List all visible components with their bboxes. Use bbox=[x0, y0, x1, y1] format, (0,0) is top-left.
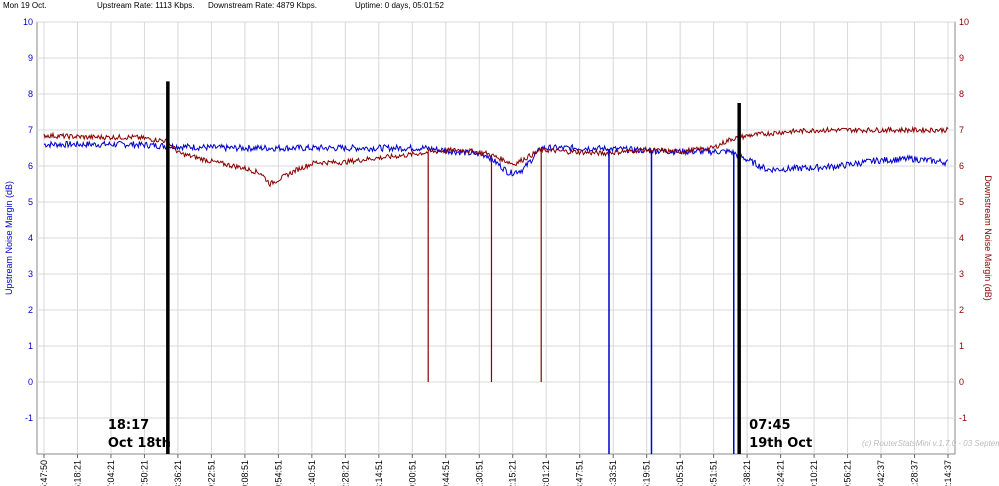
y-tick-right: 1 bbox=[959, 341, 964, 351]
annotation-date: Oct 18th bbox=[108, 436, 171, 451]
y-tick-right: 9 bbox=[959, 53, 964, 63]
y-tick-left: 1 bbox=[28, 341, 33, 351]
status-upstream-rate: Upstream Rate: 1113 Kbps. bbox=[97, 1, 195, 10]
y-tick-left: 6 bbox=[28, 161, 33, 171]
downstream-line bbox=[43, 125, 949, 188]
x-tick-label: 20:54:51 bbox=[273, 460, 283, 486]
y-tick-right: 2 bbox=[959, 305, 964, 315]
x-tick-label: 02:15:21 bbox=[508, 460, 518, 486]
y-tick-left: 8 bbox=[28, 89, 33, 99]
x-tick-label: 09:56:21 bbox=[843, 460, 853, 486]
y-tick-right: 10 bbox=[959, 17, 969, 27]
x-axis-ticks: 15:47:50 16:18:21 17:04:21 17:50:21 18:36:21… bbox=[39, 454, 953, 486]
x-tick-label: 11:28:37 bbox=[910, 460, 920, 486]
y-tick-right: -1 bbox=[959, 413, 967, 423]
annotation-markers: 18:17 Oct 18th 07:45 19th Oct bbox=[108, 81, 812, 454]
x-tick-label: 22:28:21 bbox=[340, 460, 350, 486]
y-tick-right: 8 bbox=[959, 89, 964, 99]
status-bar: Mon 19 Oct. Upstream Rate: 1113 Kbps. Do… bbox=[0, 0, 999, 12]
annotation-time: 18:17 bbox=[108, 418, 149, 433]
x-tick-label: 03:47:51 bbox=[575, 460, 585, 486]
x-tick-label: 09:10:21 bbox=[809, 460, 819, 486]
y-tick-right: 7 bbox=[959, 125, 964, 135]
y-axis-label-right: Downstream Noise Margin (dB) bbox=[983, 175, 993, 301]
status-uptime: Uptime: 0 days, 05:01:52 bbox=[355, 1, 444, 10]
x-tick-label: 21:40:51 bbox=[307, 460, 317, 486]
y-tick-right: 4 bbox=[959, 233, 964, 243]
y-tick-right: 6 bbox=[959, 161, 964, 171]
upstream-line bbox=[43, 140, 949, 177]
watermark: (c) RouterStatsMini v.1.7.0 - 03 Septemb… bbox=[862, 439, 999, 448]
y-tick-left: 0 bbox=[28, 377, 33, 387]
x-tick-label: 00:44:51 bbox=[441, 460, 451, 486]
annotation-time: 07:45 bbox=[749, 418, 790, 433]
annotation-date: 19th Oct bbox=[749, 436, 812, 451]
noise-margin-chart: -1 -1 0 0 1 1 2 2 3 3 4 4 5 5 6 6 7 7 8 8 9 9 10 10 15:47:50 16:… bbox=[4, 17, 999, 486]
x-tick-label: 06:51:51 bbox=[709, 460, 719, 486]
x-tick-label: 08:24:21 bbox=[776, 460, 786, 486]
y-axis-label-left: Upstream Noise Margin (dB) bbox=[4, 181, 14, 295]
y-tick-left: 3 bbox=[28, 269, 33, 279]
y-tick-left: -1 bbox=[25, 413, 33, 423]
y-tick-right: 5 bbox=[959, 197, 964, 207]
x-tick-label: 20:08:51 bbox=[240, 460, 250, 486]
x-tick-label: 17:50:21 bbox=[139, 460, 149, 486]
x-tick-label: 05:19:51 bbox=[642, 460, 652, 486]
y-tick-left: 4 bbox=[28, 233, 33, 243]
x-tick-label: 06:05:51 bbox=[675, 460, 685, 486]
x-tick-label: 10:42:37 bbox=[876, 460, 886, 486]
y-tick-left: 7 bbox=[28, 125, 33, 135]
series-group bbox=[43, 125, 949, 188]
x-tick-label: 17:04:21 bbox=[106, 460, 116, 486]
y-tick-right: 0 bbox=[959, 377, 964, 387]
status-date: Mon 19 Oct. bbox=[3, 1, 47, 10]
drop-spikes bbox=[427, 148, 735, 454]
y-tick-left: 2 bbox=[28, 305, 33, 315]
x-tick-label: 07:38:21 bbox=[742, 460, 752, 486]
x-tick-label: 12:14:37 bbox=[943, 460, 953, 486]
x-tick-label: 18:36:21 bbox=[173, 460, 183, 486]
x-tick-label: 19:22:51 bbox=[206, 460, 216, 486]
x-tick-label: 01:30:51 bbox=[474, 460, 484, 486]
x-tick-label: 00:00:51 bbox=[407, 460, 417, 486]
x-tick-label: 16:18:21 bbox=[72, 460, 82, 486]
y-tick-left: 10 bbox=[23, 17, 33, 27]
y-tick-left: 5 bbox=[28, 197, 33, 207]
y-axis-ticks: -1 -1 0 0 1 1 2 2 3 3 4 4 5 5 6 6 7 7 8 8 9 9 10 10 bbox=[23, 17, 969, 423]
y-tick-right: 3 bbox=[959, 269, 964, 279]
x-tick-label: 15:47:50 bbox=[39, 460, 49, 486]
grid bbox=[37, 21, 955, 454]
y-tick-left: 9 bbox=[28, 53, 33, 63]
x-tick-label: 23:14:51 bbox=[374, 460, 384, 486]
x-tick-label: 03:01:21 bbox=[541, 460, 551, 486]
x-tick-label: 04:33:51 bbox=[608, 460, 618, 486]
status-downstream-rate: Downstream Rate: 4879 Kbps. bbox=[208, 1, 317, 10]
